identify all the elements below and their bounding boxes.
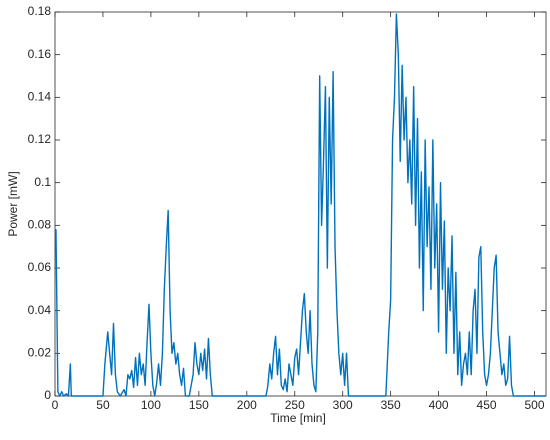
y-tick-label: 0 [44,388,51,402]
y-tick-label: 0.14 [28,90,52,104]
data-line [54,13,546,397]
x-tick-label: 400 [429,398,449,412]
x-tick-label: 250 [285,398,305,412]
y-tick-label: 0.12 [28,132,52,146]
x-tick-label: 450 [477,398,497,412]
y-tick-label: 0.18 [28,4,52,18]
y-tick-label: 0.02 [28,346,52,360]
x-tick-label: 200 [237,398,257,412]
x-tick-label: 150 [189,398,209,412]
y-tick-label: 0.04 [28,303,52,317]
y-tick-label: 0.08 [28,218,52,232]
y-tick-label: 0.1 [34,175,51,189]
y-axis-label: Power [mW] [6,171,20,236]
x-tick-label: 50 [96,398,110,412]
y-tick-label: 0.06 [28,260,52,274]
x-tick-label: 0 [52,398,59,412]
y-tick-label: 0.16 [28,47,52,61]
x-tick-label: 300 [333,398,353,412]
x-tick-label: 500 [524,398,544,412]
x-tick-label: 350 [381,398,401,412]
x-tick-label: 100 [141,398,161,412]
x-axis-label: Time [min] [270,411,326,425]
